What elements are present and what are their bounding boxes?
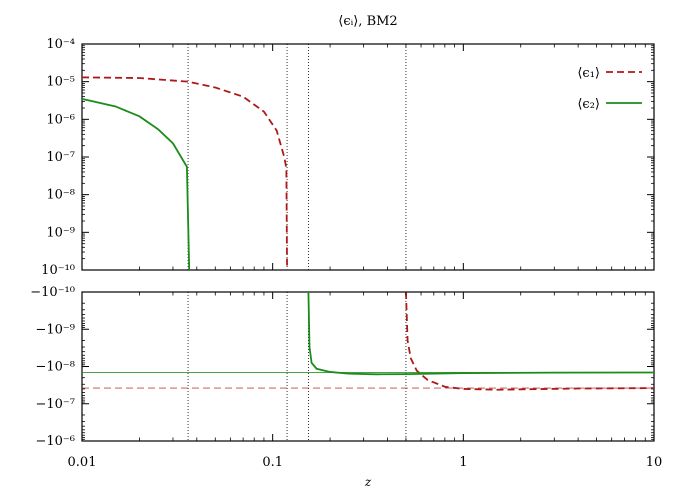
y-tick-label: 10⁻⁷ [46, 150, 75, 165]
legend-label: ⟨ϵ₁⟩ [577, 66, 600, 81]
x-tick-label: 0.01 [68, 455, 97, 470]
chart-title: ⟨ϵᵢ⟩, BM2 [338, 14, 397, 29]
x-axis-label: z [364, 475, 372, 489]
panel-negative: −10⁻¹⁰ −10⁻⁹ −10⁻⁸ −10⁻⁷ −10⁻⁶ [30, 285, 655, 449]
series-2-line-negative [307, 291, 655, 376]
series-1-line-negative [405, 291, 655, 391]
x-tick-label: 1 [459, 455, 467, 470]
y-tick-label: 10⁻⁹ [46, 225, 75, 240]
y-tick-label: 10⁻⁴ [46, 37, 75, 52]
vertical-markers [187, 44, 407, 441]
panel-positive-frame [81, 43, 655, 271]
y-tick-label: −10⁻⁶ [35, 434, 75, 449]
panel-negative-frame [81, 291, 655, 442]
panel-positive: 10⁻¹⁰ 10⁻⁹ 10⁻⁸ 10⁻⁷ 10⁻⁶ 10⁻⁵ 10⁻⁴ [41, 37, 655, 278]
series-2-line-positive [81, 97, 191, 271]
y-tick-label: −10⁻¹⁰ [30, 285, 75, 300]
series-1-line-positive [81, 76, 288, 271]
x-axis-ticks: 0.01 0.1 1 10 [68, 44, 663, 470]
legend-label: ⟨ϵ₂⟩ [577, 97, 600, 112]
x-tick-label: 0.1 [262, 455, 283, 470]
y-tick-label: 10⁻⁶ [46, 112, 75, 127]
legend: ⟨ϵ₁⟩ ⟨ϵ₂⟩ [577, 66, 642, 112]
y-tick-label: 10⁻⁵ [46, 75, 75, 90]
x-tick-label: 10 [646, 455, 663, 470]
y-tick-label: −10⁻⁸ [35, 360, 75, 375]
y-tick-label: 10⁻¹⁰ [41, 263, 75, 278]
y-tick-label: −10⁻⁷ [35, 397, 75, 412]
y-tick-label: −10⁻⁹ [35, 322, 75, 337]
series-layer [81, 76, 655, 391]
y-tick-label: 10⁻⁸ [46, 188, 75, 203]
